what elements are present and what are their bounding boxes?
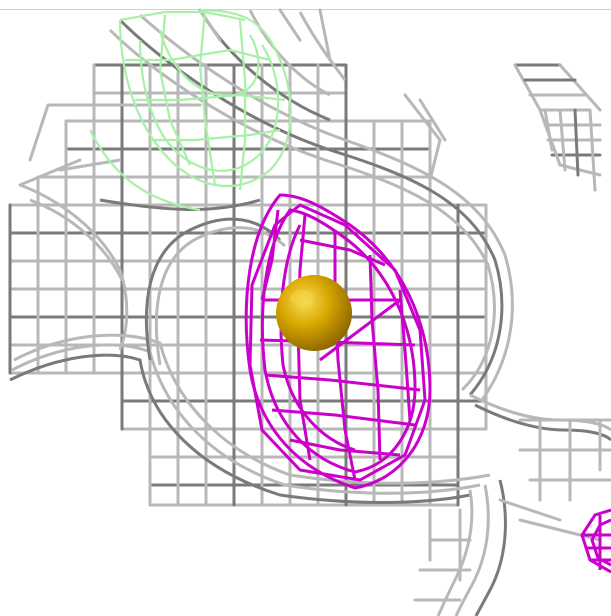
mesh-edge [198,8,222,42]
mesh-contour [99,198,261,211]
mesh-edge [558,63,602,112]
green-mesh-edge [119,10,246,22]
magenta-mesh-edge [333,230,357,481]
green-mesh-edge [158,14,192,166]
mesh-contour [118,18,504,396]
mesh-edge [573,108,580,177]
mesh-contour [298,11,347,81]
mesh-contour [154,226,287,366]
mesh-edge [28,103,50,162]
magenta-mesh-edge [319,298,401,362]
mesh-edge [18,158,82,187]
magenta-mesh-edge [248,203,427,482]
magenta-mesh-fragment [580,508,611,574]
mesh-edge [513,63,542,112]
magenta-mesh-edge [260,209,280,301]
magenta-mesh-edge [368,254,382,461]
mesh-contour [144,217,282,361]
green-mesh-edge [238,19,247,191]
mesh-contour [436,489,474,616]
magenta-mesh-edge [279,224,356,452]
green-mesh-edge [198,11,217,186]
mesh-contour [108,28,496,392]
green-mesh-edge [125,48,271,62]
magenta-mesh-edge [398,289,412,421]
green-mesh-edge [135,93,286,102]
mesh-edge [318,8,332,62]
mesh-contour [248,9,331,97]
mesh-edge [518,518,602,542]
mesh-edge [588,108,597,192]
mesh-edge [538,108,562,167]
mesh-edge [418,98,447,142]
mesh-edge [278,8,302,42]
mesh-edge [558,108,567,172]
mesh-edge [428,138,442,182]
gold-atom-sphere [276,275,352,351]
mesh-contour [11,343,481,495]
mesh-contour [13,333,491,485]
mesh-contour [454,484,490,616]
mesh-contour [474,403,611,442]
viewer-top-border [0,9,611,10]
mesh-contour [474,479,507,616]
green-density-mesh [89,8,292,212]
mesh-edge [403,93,442,142]
mesh-contour [9,353,471,504]
magenta-mesh-edge [244,193,432,490]
mesh-contour [19,183,129,351]
magenta-mesh-edge [271,408,416,427]
mesh-contour [139,13,514,401]
magenta-mesh-edge [264,373,421,392]
mesh-contour [29,198,124,281]
magenta-mesh-edge [260,208,417,474]
atom-specular-highlight [290,290,314,306]
green-mesh-edge [150,128,281,142]
magenta-density-mesh [244,193,432,490]
mesh-edge [498,498,562,522]
green-mesh-edge [89,129,201,212]
magenta-mesh-edge [299,238,386,267]
green-mesh-edge [118,8,292,188]
